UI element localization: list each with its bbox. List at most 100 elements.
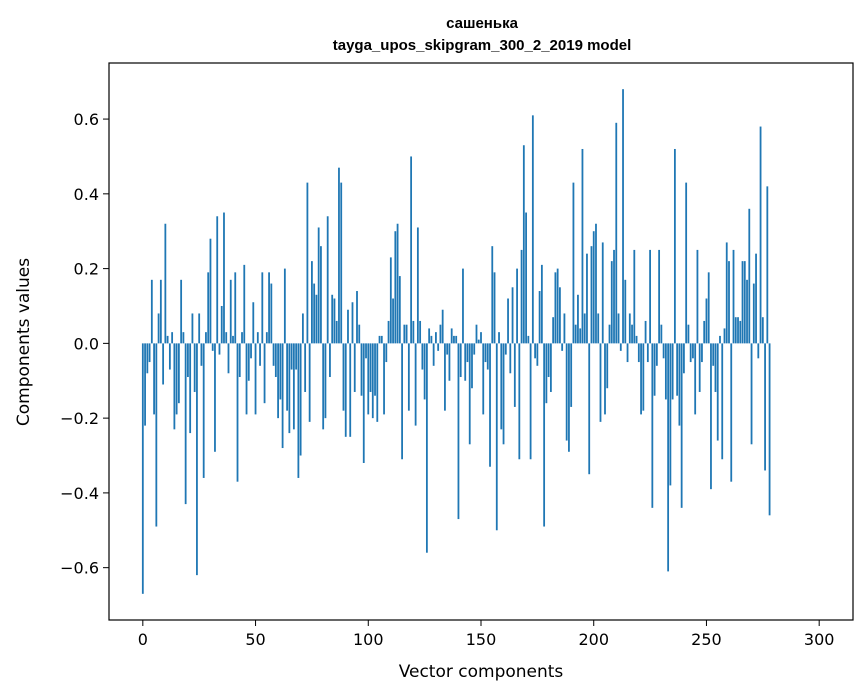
bar [574,324,577,344]
bar [642,343,645,411]
bar [184,343,187,505]
bar [626,343,629,363]
bar [365,343,367,359]
bar [696,249,699,344]
bar [144,343,146,426]
bar [182,332,185,344]
bar [223,212,225,344]
bar [295,343,298,370]
bar [581,148,584,344]
bar [200,343,203,366]
bar [752,283,755,344]
bar [232,335,234,344]
bar [570,343,573,407]
bar [489,343,491,467]
bar [590,246,593,344]
bar [187,343,189,378]
bar [504,343,507,355]
bar [547,343,550,378]
bar [425,343,428,553]
bar [168,343,171,370]
bar [518,343,521,460]
bar [252,302,255,344]
bar [405,324,408,344]
bar [475,324,478,344]
chart-title: сашенька [446,15,519,32]
bar [680,343,683,508]
bar [218,343,221,355]
bar [324,343,327,419]
bar [180,279,183,344]
bar [766,186,769,344]
chart-subtitle: tayga_upos_skipgram_300_2_2019 model [333,37,632,54]
x-tick-label: 250 [691,630,722,649]
x-tick-label: 50 [245,630,265,649]
bar [703,320,706,344]
bar [534,343,537,359]
bar [329,343,331,378]
bar [247,343,250,381]
y-axis-label: Components values [14,258,34,426]
bar [398,276,401,344]
bar [653,343,656,396]
bar [628,313,631,344]
bar [516,268,518,344]
bar [588,343,591,475]
bar [477,339,480,344]
bar [191,313,194,344]
bar [283,268,286,344]
bar [265,332,268,344]
bar [520,249,523,344]
bar [640,343,642,415]
bar [615,122,618,344]
bar [705,298,708,344]
bar [196,343,198,576]
bar [692,343,694,359]
bar [493,272,496,344]
bar [459,343,462,378]
bar [462,268,464,344]
bar [599,343,602,422]
x-tick-label: 300 [804,630,835,649]
bar [746,279,748,344]
bar [701,343,703,363]
bar [175,343,178,415]
bar [338,167,340,344]
bar [423,343,426,400]
bar [572,182,575,344]
bar [410,156,413,344]
bar [299,343,302,456]
bar [430,335,433,344]
bar [608,324,611,344]
bar [241,332,243,344]
bar [531,115,534,344]
bar [362,343,365,463]
bar [549,343,552,392]
bar [527,335,530,344]
bar [387,320,390,344]
bar [710,343,712,490]
bar [236,343,239,482]
bar [315,294,318,344]
bar [272,343,275,366]
bar [732,249,735,344]
bar [378,335,381,344]
bar [678,343,681,426]
bar [712,343,715,366]
bar [651,343,654,508]
bar [486,343,489,370]
bar [220,305,223,344]
bar [741,261,744,344]
bar [288,343,291,434]
x-tick-label: 0 [138,630,148,649]
bar [419,320,422,344]
bar [333,298,336,344]
bar [153,343,155,415]
bar [322,343,325,430]
bar [342,343,345,411]
bar [198,313,201,344]
bar [432,343,435,366]
bar [538,291,541,344]
bar [173,343,176,430]
